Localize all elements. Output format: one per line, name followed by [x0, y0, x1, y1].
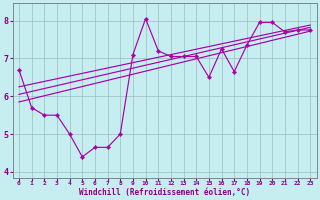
X-axis label: Windchill (Refroidissement éolien,°C): Windchill (Refroidissement éolien,°C) [79, 188, 250, 197]
